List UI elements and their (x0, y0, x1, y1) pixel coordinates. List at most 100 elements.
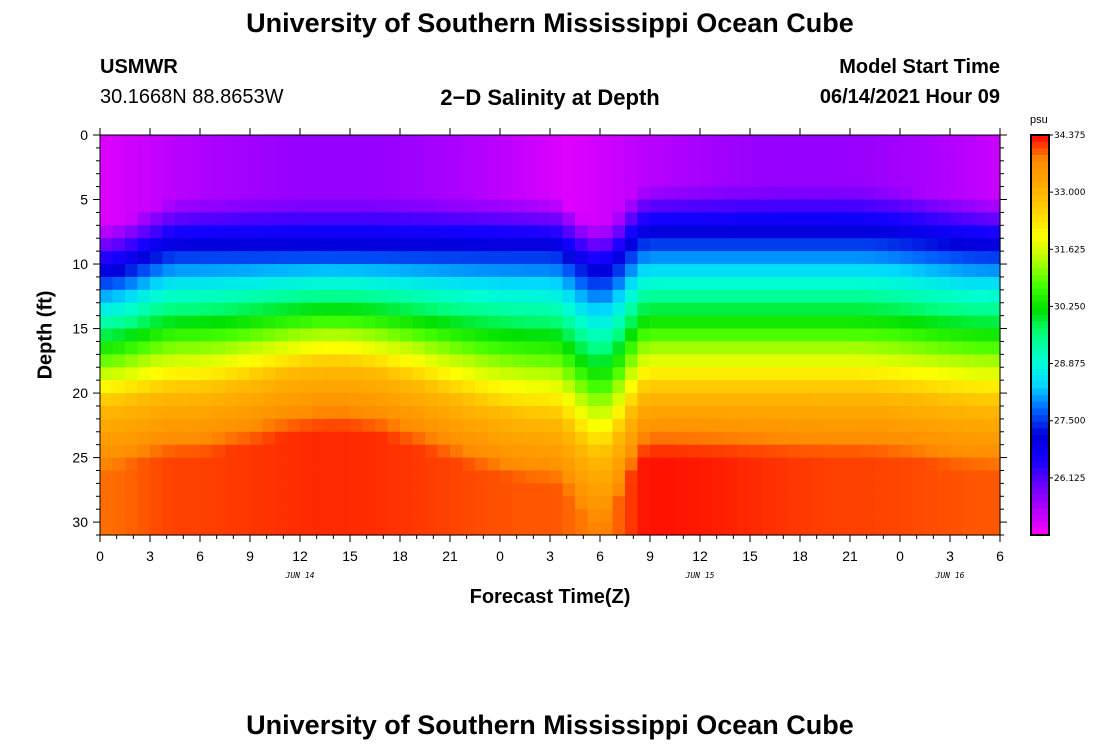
heat-cell (650, 367, 664, 381)
heat-cell (662, 160, 676, 175)
heat-cell (975, 289, 989, 304)
heat-cell (175, 251, 189, 265)
heat-cell (712, 431, 726, 446)
heat-cell (750, 264, 764, 278)
heat-cell (412, 186, 426, 201)
heat-cell (925, 238, 939, 252)
heat-cell (187, 289, 201, 304)
colorbar-segment (1031, 201, 1049, 209)
heat-cell (937, 522, 951, 536)
heat-cell (712, 212, 726, 226)
heat-cell (262, 341, 276, 355)
heat-cell (800, 199, 814, 214)
heat-cell (512, 264, 526, 278)
heat-cell (912, 496, 926, 510)
heat-cell (575, 160, 589, 175)
heat-cell (237, 522, 251, 536)
heat-cell (512, 315, 526, 330)
heat-cell (887, 405, 901, 420)
heat-cell (225, 444, 239, 459)
heat-cell (500, 367, 514, 381)
colorbar-segment (1031, 468, 1049, 476)
heat-cell (225, 276, 239, 291)
heat-cell (487, 457, 501, 472)
heat-cell (375, 173, 389, 188)
heat-cell (200, 380, 214, 394)
heat-cell (425, 135, 439, 149)
heat-cell (525, 457, 539, 472)
heat-cell (125, 147, 139, 162)
heat-cell (262, 522, 276, 536)
heat-cell (287, 367, 301, 381)
heat-cell (312, 173, 326, 188)
heat-cell (862, 418, 876, 433)
heat-cell (150, 405, 164, 420)
heat-cell (987, 225, 1001, 239)
heat-cell (775, 199, 789, 214)
heat-cell (112, 264, 126, 278)
heat-cell (925, 212, 939, 226)
heat-cell (875, 496, 889, 510)
heat-cell (112, 496, 126, 510)
heat-cell (312, 276, 326, 291)
heat-cell (287, 431, 301, 446)
heat-cell (525, 509, 539, 523)
heat-cell (450, 135, 464, 149)
heat-cell (225, 264, 239, 278)
heat-cell (737, 380, 751, 394)
heat-cell (100, 496, 114, 510)
y-tick-label: 5 (80, 192, 88, 208)
heat-cell (537, 160, 551, 175)
heat-cell (775, 483, 789, 497)
heat-cell (237, 496, 251, 510)
heat-cell (550, 276, 564, 291)
heat-cell (487, 431, 501, 446)
heat-cell (550, 212, 564, 226)
heat-cell (300, 225, 314, 239)
heat-cell (950, 302, 964, 317)
heat-cell (325, 238, 339, 252)
heat-cell (762, 238, 776, 252)
heat-cell (112, 160, 126, 175)
heat-cell (862, 225, 876, 239)
y-tick-label: 20 (72, 385, 88, 401)
heat-cell (437, 147, 451, 162)
heat-cell (350, 315, 364, 330)
heat-cell (462, 341, 476, 355)
heat-cell (650, 173, 664, 188)
heat-cell (362, 328, 376, 343)
heat-cell (825, 289, 839, 304)
heat-cell (137, 457, 151, 472)
heat-cell (412, 276, 426, 291)
heat-cell (312, 186, 326, 201)
heat-cell (387, 418, 401, 433)
colorbar-segment (1031, 268, 1049, 276)
heat-cell (812, 315, 826, 330)
heat-cell (650, 251, 664, 265)
heat-cell (225, 302, 239, 317)
heat-cell (787, 367, 801, 381)
heat-cell (100, 393, 114, 407)
heat-cell (400, 380, 414, 394)
heat-cell (937, 444, 951, 459)
heat-cell (425, 509, 439, 523)
heat-cell (100, 522, 114, 536)
heat-cell (262, 380, 276, 394)
heat-cell (612, 328, 626, 343)
heat-cell (375, 251, 389, 265)
heat-cell (325, 405, 339, 420)
heat-cell (187, 509, 201, 523)
heat-cell (800, 483, 814, 497)
heat-cell (412, 238, 426, 252)
colorbar-segment (1031, 421, 1049, 429)
heat-cell (212, 315, 226, 330)
heat-cell (862, 264, 876, 278)
heat-cell (350, 509, 364, 523)
heat-cell (237, 431, 251, 446)
heat-cell (737, 393, 751, 407)
heat-cell (837, 173, 851, 188)
heat-cell (300, 160, 314, 175)
heat-cell (137, 522, 151, 536)
heat-cell (562, 509, 576, 523)
heat-cell (600, 147, 614, 162)
